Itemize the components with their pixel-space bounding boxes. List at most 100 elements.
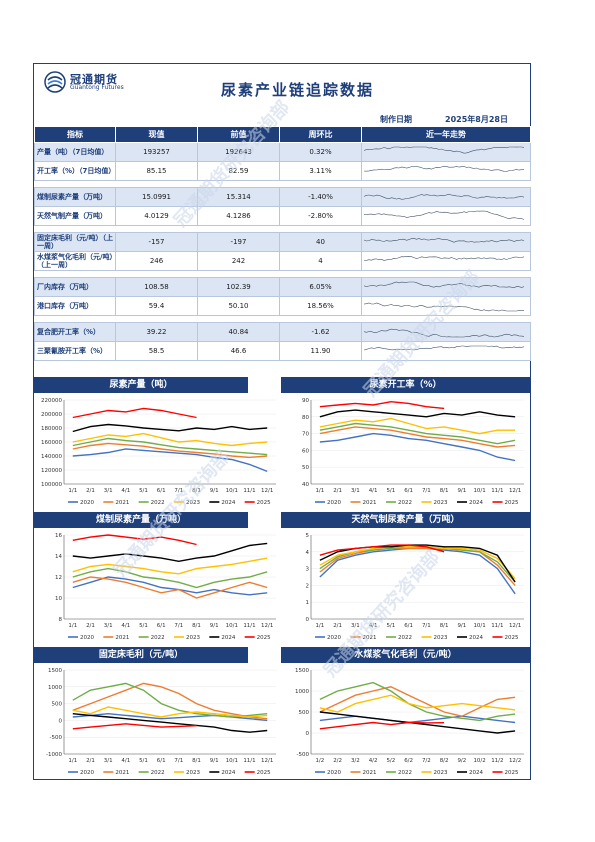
table-row: 水煤浆气化毛利（元/吨）（上一周） 246 242 4 <box>34 251 531 271</box>
legend-label: 2025 <box>257 500 271 506</box>
wow-value: -1.40% <box>279 187 362 207</box>
series-line-2025 <box>72 723 197 730</box>
sparkline-chart <box>363 193 525 200</box>
x-tick-label: 3/1 <box>104 488 113 494</box>
indicator-label: 煤制尿素产量（万吨） <box>34 187 116 207</box>
x-tick-label: 8/1 <box>440 488 449 494</box>
logo-en-text: Guantong Futures <box>70 84 124 91</box>
series-line-2025 <box>319 544 445 556</box>
legend-label: 2022 <box>151 770 165 776</box>
legend-label: 2021 <box>363 770 377 776</box>
current-value: 85.15 <box>115 161 198 181</box>
x-tick-label: 11/2 <box>491 758 503 764</box>
trend-sparkline <box>361 277 531 297</box>
current-value: 15.0991 <box>115 187 198 207</box>
series-line-2021 <box>72 442 268 459</box>
x-tick-label: 8/1 <box>192 488 201 494</box>
previous-value: 46.6 <box>197 341 280 361</box>
sparkline-chart <box>363 255 525 261</box>
coal-urea-output-chart: 8 10 12 14 16 1/1 2/1 3/1 4/1 5/1 6/1 7/1 8/1 9/1 10/1… <box>55 533 276 641</box>
x-tick-label: 3/1 <box>351 488 360 494</box>
y-tick-label: -500 <box>297 752 310 758</box>
y-tick-label: 2 <box>306 583 310 589</box>
sparkline <box>363 210 525 220</box>
previous-value: 50.10 <box>197 296 280 316</box>
x-tick-label: 9/1 <box>210 623 219 629</box>
wow-value: 0.32% <box>279 142 362 162</box>
y-tick-label: 140000 <box>41 454 62 460</box>
x-tick-label: 2/1 <box>86 758 95 764</box>
legend-label: 2023 <box>434 500 448 506</box>
current-value: 193257 <box>115 142 198 162</box>
sparkline-chart <box>363 165 524 172</box>
company-logo: 冠通期货 Guantong Futures <box>44 71 124 93</box>
wow-value: 3.11% <box>279 161 362 181</box>
x-tick-label: 9/1 <box>457 488 466 494</box>
y-tick-label: 1000 <box>295 689 309 695</box>
y-tick-label: 200000 <box>41 412 62 418</box>
x-tick-label: 11/1 <box>491 488 503 494</box>
series-line-2021 <box>72 682 268 720</box>
table-row: 港口库存（万吨） 59.4 50.10 18.56% <box>34 296 531 316</box>
legend-label: 2023 <box>186 770 200 776</box>
x-tick-label: 6/1 <box>157 758 166 764</box>
x-tick-label: 2/2 <box>333 758 342 764</box>
table-spacer <box>34 225 531 233</box>
wow-value: 11.90 <box>279 341 362 361</box>
y-tick-label: 16 <box>55 533 62 539</box>
wow-value: -2.80% <box>279 206 362 226</box>
trend-sparkline <box>361 232 531 252</box>
x-tick-label: 3/1 <box>351 623 360 629</box>
x-tick-label: 5/1 <box>139 488 148 494</box>
legend-label: 2025 <box>257 770 271 776</box>
x-tick-label: 9/1 <box>210 758 219 764</box>
x-tick-label: 6/1 <box>404 488 413 494</box>
wow-value: 4 <box>279 251 362 271</box>
x-tick-label: 11/1 <box>243 623 255 629</box>
legend-label: 2023 <box>434 635 448 641</box>
x-tick-label: 11/1 <box>491 623 503 629</box>
series-line-2024 <box>72 713 268 733</box>
series-line-2023 <box>72 432 268 447</box>
series-line-2024 <box>72 542 268 563</box>
x-tick-label: 6/2 <box>404 758 413 764</box>
x-tick-label: 11/1 <box>243 488 255 494</box>
y-tick-label: 10 <box>55 596 62 602</box>
x-tick-label: 7/2 <box>422 758 431 764</box>
indicator-label: 固定床毛利（元/吨）（上一周） <box>34 232 116 252</box>
y-tick-label: 90 <box>302 398 309 404</box>
column-header: 周环比 <box>279 126 362 143</box>
sparkline <box>363 328 525 338</box>
chart-title: 水煤浆气化毛利（元/吨） <box>281 647 530 663</box>
x-tick-label: 1/2 <box>315 758 324 764</box>
indicator-label: 开工率（%）（7日均值） <box>34 161 116 181</box>
x-tick-label: 11/1 <box>243 758 255 764</box>
trend-sparkline <box>361 161 531 181</box>
legend-label: 2022 <box>398 635 412 641</box>
legend-label: 2020 <box>327 500 341 506</box>
legend-label: 2024 <box>221 770 235 776</box>
y-tick-label: 50 <box>302 465 309 471</box>
y-tick-label: 180000 <box>41 426 62 432</box>
series-line-2022 <box>319 546 516 583</box>
y-tick-label: 0 <box>306 731 310 737</box>
chart-title: 尿素开工率（%） <box>281 377 530 393</box>
legend-label: 2021 <box>363 635 377 641</box>
column-header: 现值 <box>115 126 198 143</box>
coal-slurry-margin-chart: -500 0 500 1000 1500 1/2 2/2 3/2 4/2 5/2 6/2 7/2 8/2… <box>295 668 524 776</box>
sparkline-chart <box>363 146 525 154</box>
spacer-cell <box>34 315 531 323</box>
previous-value: 15.314 <box>197 187 280 207</box>
current-value: 108.58 <box>115 277 198 297</box>
series-line-2020 <box>72 448 268 473</box>
table-row: 天然气制产量（万吨） 4.0129 4.1286 -2.80% <box>34 206 531 226</box>
table-row: 三聚氰胺开工率（%） 58.5 46.6 11.90 <box>34 341 531 361</box>
x-tick-label: 6/1 <box>404 623 413 629</box>
y-tick-label: 160000 <box>41 440 62 446</box>
y-tick-label: 80 <box>302 415 309 421</box>
chart-title: 煤制尿素产量（万吨） <box>34 512 248 528</box>
series-line-2022 <box>72 437 268 456</box>
wow-value: 40 <box>279 232 362 252</box>
previous-value: 242 <box>197 251 280 271</box>
legend-label: 2021 <box>115 635 129 641</box>
